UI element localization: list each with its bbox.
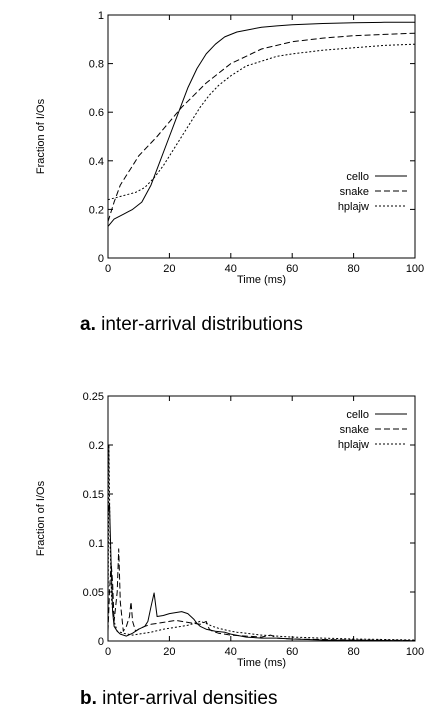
chart-b: 0 0.05 0.1 0.15 0.2 0.25 0 20 40 60 80 100 Time (ms)… [35,391,424,709]
x-tick-label: 60 [286,646,298,658]
caption-label: a. [80,314,96,335]
series-line-hplajw [107,444,416,641]
caption-text: inter-arrival distributions [96,314,303,335]
y-axis-label: Fraction of I/Os [35,480,47,556]
y-tick-label: 1 [98,10,104,22]
series-line-cello [107,503,416,642]
legend-label-snake: snake [340,186,369,198]
legend-label-hplajw: hplajw [338,439,369,451]
y-tick-label: 0.6 [89,107,104,119]
legend-label-snake: snake [340,424,369,436]
caption-text: inter-arrival densities [97,688,278,709]
legend-label-hplajw: hplajw [338,201,369,213]
x-tick-label: 100 [406,646,424,658]
figure-caption: a. inter-arrival distributions [80,314,303,335]
y-tick-label: 0.4 [89,156,104,168]
caption-label: b. [80,688,97,709]
x-tick-label: 0 [105,263,111,275]
series-line-cello [107,21,415,227]
y-tick-label: 0.1 [89,538,104,550]
legend-label-cello: cello [346,171,369,183]
plot-frame [107,14,416,259]
y-tick-label: 0.8 [89,59,104,71]
x-tick-label: 100 [406,263,424,275]
series-line-snake [107,548,416,641]
x-axis-label: Time (ms) [237,657,286,669]
y-tick-label: 0.05 [83,587,104,599]
y-axis-label: Fraction of I/Os [35,98,47,174]
legend-label-cello: cello [346,409,369,421]
chart-a: 0 0.2 0.4 0.6 0.8 1 0 20 40 60 80 100 Time (ms) Fract… [35,10,424,335]
x-tick-label: 0 [105,646,111,658]
series-line-hplajw [107,43,416,201]
y-tick-label: 0.25 [83,391,104,403]
x-tick-label: 60 [286,263,298,275]
figure-caption: b. inter-arrival densities [80,688,277,709]
y-tick-label: 0 [98,636,104,648]
y-tick-label: 0.2 [89,440,104,452]
x-axis-label: Time (ms) [237,274,286,286]
y-tick-label: 0.15 [83,489,104,501]
x-tick-label: 20 [163,263,175,275]
x-tick-label: 80 [347,263,359,275]
plot-frame [107,395,416,642]
y-tick-label: 0.2 [89,204,104,216]
x-tick-label: 40 [225,263,237,275]
x-tick-label: 80 [347,646,359,658]
series-line-snake [107,32,416,222]
y-tick-label: 0 [98,253,104,265]
x-tick-label: 20 [163,646,175,658]
x-tick-label: 40 [225,646,237,658]
